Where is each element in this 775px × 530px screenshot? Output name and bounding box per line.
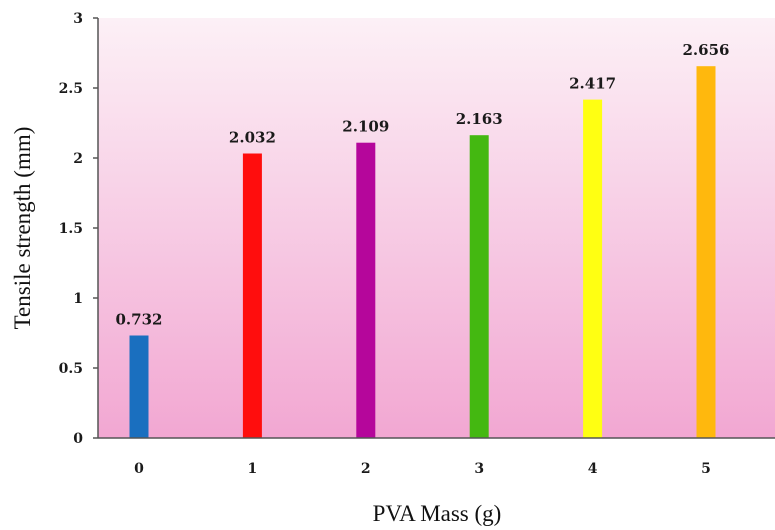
x-tick-label-4: 4 — [588, 461, 598, 477]
x-tick-label-1: 1 — [248, 461, 258, 477]
x-tick-label-5: 5 — [701, 461, 711, 477]
x-tick-label-2: 2 — [361, 461, 371, 477]
y-tick-label: 1 — [73, 291, 83, 307]
bar-0 — [129, 335, 149, 438]
value-label-5: 2.656 — [683, 41, 730, 59]
value-label-1: 2.032 — [229, 129, 276, 147]
plot-area — [98, 18, 775, 438]
bar-1 — [242, 153, 262, 438]
y-tick-label: 0.5 — [59, 361, 83, 377]
y-tick-label: 0 — [73, 431, 83, 447]
value-label-4: 2.417 — [569, 75, 616, 93]
value-label-2: 2.109 — [342, 118, 389, 136]
y-tick-label: 2 — [73, 151, 83, 167]
bar-3 — [469, 135, 489, 438]
value-label-3: 2.163 — [456, 110, 503, 128]
y-tick-label: 2.5 — [59, 81, 83, 97]
y-tick-label: 1.5 — [59, 221, 83, 237]
bar-5 — [696, 66, 716, 438]
value-label-0: 0.732 — [116, 311, 163, 329]
y-axis-title: Tensile strength (mm) — [10, 127, 35, 330]
x-tick-label-0: 0 — [134, 461, 144, 477]
x-tick-label-3: 3 — [474, 461, 484, 477]
y-tick-label: 3 — [73, 11, 83, 27]
bar-2 — [356, 142, 376, 438]
x-axis-title: PVA Mass (g) — [373, 501, 502, 526]
bar-4 — [583, 99, 603, 438]
